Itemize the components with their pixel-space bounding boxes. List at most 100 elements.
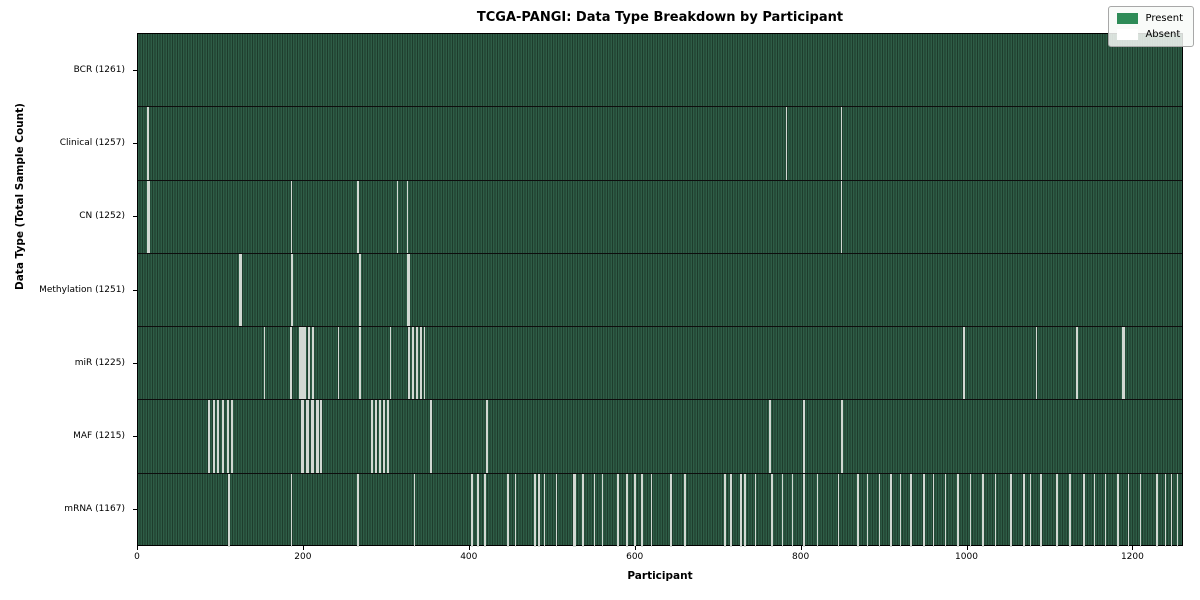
absent-mark bbox=[840, 107, 843, 180]
y-tick-mark bbox=[133, 289, 137, 291]
absent-mark bbox=[771, 473, 773, 547]
absent-mark bbox=[1124, 327, 1126, 400]
absent-mark bbox=[147, 107, 150, 180]
absent-mark bbox=[239, 253, 241, 327]
absent-mark bbox=[147, 180, 150, 253]
x-tick-mark bbox=[800, 546, 802, 550]
absent-mark bbox=[1117, 473, 1119, 547]
absent-mark bbox=[1105, 473, 1107, 547]
absent-mark bbox=[537, 473, 540, 547]
plot-area bbox=[137, 33, 1183, 547]
x-tick-label: 400 bbox=[460, 552, 478, 562]
absent-mark bbox=[1156, 473, 1158, 547]
absent-mark bbox=[484, 473, 487, 547]
absent-mark bbox=[304, 327, 306, 400]
absent-mark bbox=[301, 400, 304, 473]
absent-mark bbox=[802, 400, 804, 473]
absent-mark bbox=[407, 253, 410, 327]
absent-mark bbox=[802, 473, 804, 547]
absent-mark bbox=[408, 327, 410, 400]
absent-mark bbox=[227, 400, 229, 473]
absent-mark bbox=[359, 253, 361, 327]
legend: Present Absent bbox=[1108, 6, 1194, 47]
absent-mark bbox=[768, 400, 771, 473]
heatmap-row-mir bbox=[138, 327, 1182, 401]
y-tick-mark bbox=[133, 142, 137, 144]
absent-mark bbox=[308, 327, 310, 400]
absent-mark bbox=[803, 400, 805, 473]
absent-mark bbox=[1076, 327, 1079, 400]
x-axis-title: Participant bbox=[627, 570, 693, 582]
absent-mark bbox=[301, 400, 303, 473]
absent-mark bbox=[724, 473, 727, 547]
absent-mark bbox=[218, 400, 220, 473]
absent-mark bbox=[922, 473, 925, 547]
absent-mark bbox=[379, 400, 381, 473]
absent-mark bbox=[634, 473, 636, 547]
absent-mark bbox=[311, 400, 314, 473]
chart-title: TCGA-PANGI: Data Type Breakdown by Parti… bbox=[476, 10, 844, 25]
y-tick-mark bbox=[133, 436, 137, 438]
absent-mark bbox=[982, 473, 984, 547]
absent-mark bbox=[994, 473, 997, 547]
absent-mark bbox=[311, 327, 314, 400]
absent-mark bbox=[1023, 473, 1025, 547]
y-tick-label: mRNA (1167) bbox=[64, 504, 125, 515]
absent-mark bbox=[301, 327, 304, 400]
absent-mark bbox=[263, 327, 266, 400]
absent-mark bbox=[556, 473, 558, 547]
absent-mark bbox=[640, 473, 642, 547]
heatmap-row-clinical bbox=[138, 107, 1182, 181]
absent-mark bbox=[471, 473, 473, 547]
absent-mark bbox=[782, 473, 784, 547]
absent-mark bbox=[878, 473, 881, 547]
absent-mark bbox=[307, 327, 309, 400]
absent-mark bbox=[316, 400, 319, 473]
absent-mark bbox=[389, 327, 391, 400]
absent-mark bbox=[357, 180, 359, 253]
absent-mark bbox=[1164, 473, 1166, 547]
x-tick-mark bbox=[302, 546, 304, 550]
absent-mark bbox=[229, 473, 231, 547]
heatmap-row-methylation bbox=[138, 253, 1182, 328]
absent-mark bbox=[312, 327, 314, 400]
y-tick-mark bbox=[133, 216, 137, 218]
y-tick-label: miR (1225) bbox=[74, 357, 125, 368]
absent-mark bbox=[207, 400, 209, 473]
absent-mark bbox=[857, 473, 859, 547]
absent-mark bbox=[626, 473, 628, 547]
y-tick-label: CN (1252) bbox=[79, 211, 125, 222]
absent-mark bbox=[724, 473, 726, 547]
absent-mark bbox=[514, 473, 516, 547]
absent-mark bbox=[1069, 473, 1071, 547]
heatmap-row-mrna bbox=[138, 473, 1182, 547]
absent-mark bbox=[221, 400, 223, 473]
absent-mark bbox=[730, 473, 732, 547]
absent-mark bbox=[769, 400, 771, 473]
absent-mark bbox=[359, 327, 362, 400]
absent-mark bbox=[1009, 473, 1011, 547]
absent-mark bbox=[770, 473, 772, 547]
absent-mark bbox=[684, 473, 686, 547]
absent-mark bbox=[840, 400, 843, 473]
absent-mark bbox=[507, 473, 509, 547]
absent-mark bbox=[421, 327, 423, 400]
absent-mark bbox=[641, 473, 643, 547]
absent-mark bbox=[1177, 473, 1179, 547]
absent-mark bbox=[357, 473, 359, 547]
absent-mark bbox=[543, 473, 545, 547]
absent-mark bbox=[359, 253, 362, 327]
absent-mark bbox=[508, 473, 510, 547]
absent-mark bbox=[816, 473, 819, 547]
absent-mark bbox=[534, 473, 536, 547]
absent-mark bbox=[383, 400, 386, 473]
x-tick-mark bbox=[966, 546, 968, 550]
absent-mark bbox=[945, 473, 947, 547]
absent-mark bbox=[970, 473, 972, 547]
absent-mark bbox=[301, 327, 303, 400]
absent-mark bbox=[147, 107, 149, 180]
absent-mark bbox=[317, 400, 319, 473]
absent-mark bbox=[1036, 327, 1038, 400]
absent-mark bbox=[208, 400, 210, 473]
absent-mark bbox=[412, 327, 415, 400]
